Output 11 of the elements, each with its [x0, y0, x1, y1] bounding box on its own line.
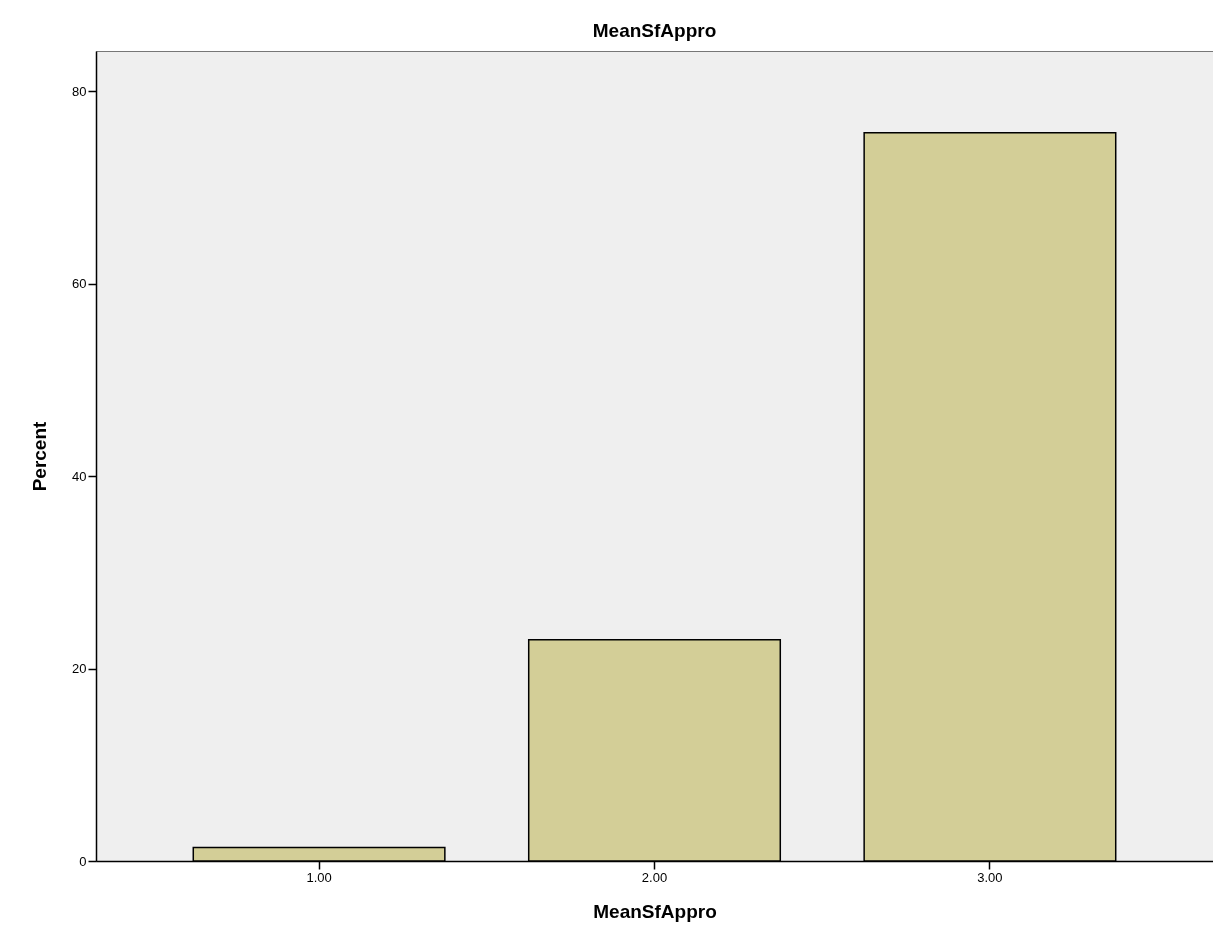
x-tick-label: 3.00 — [977, 869, 1003, 885]
y-tick-label: 20 — [72, 661, 87, 677]
x-tick-label: 2.00 — [641, 869, 668, 885]
chart-title: MeanSfAppro — [592, 20, 717, 41]
y-tick-label: 40 — [72, 468, 87, 484]
y-axis-title: Percent — [29, 420, 51, 492]
y-tick-label: 60 — [72, 276, 87, 292]
x-axis-title: MeanSfAppro — [593, 900, 717, 922]
y-tick-label: 0 — [79, 853, 87, 869]
y-tick-label: 80 — [72, 83, 87, 99]
x-tick-label: 1.00 — [306, 869, 332, 885]
